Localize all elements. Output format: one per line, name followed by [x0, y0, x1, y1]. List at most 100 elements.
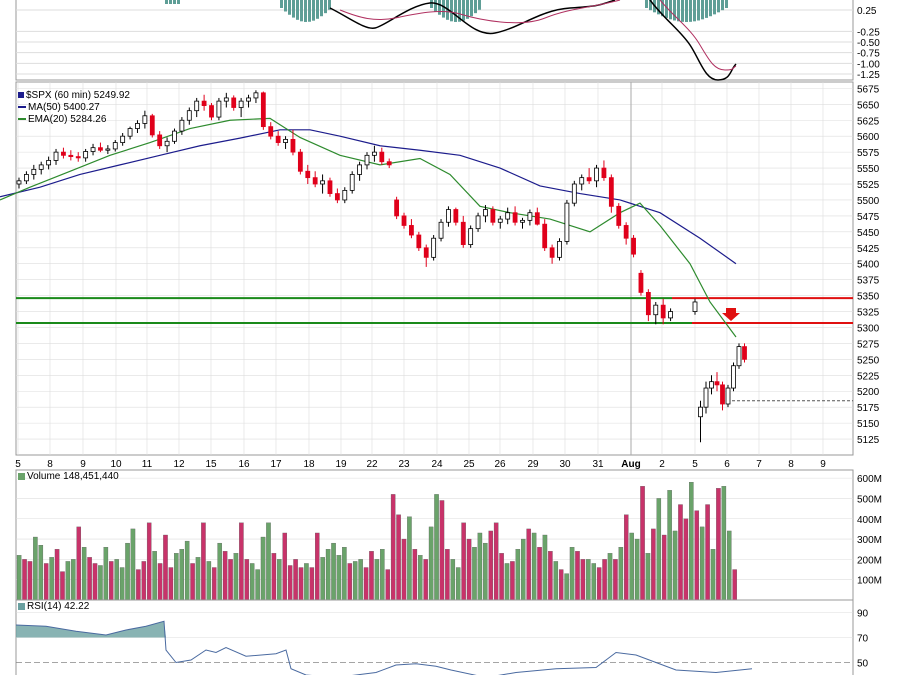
x-tick-label: 24 — [431, 459, 443, 470]
volume-legend: Volume 148,451,440 — [18, 471, 119, 482]
volume-bar — [54, 549, 60, 601]
volume-bar — [331, 542, 336, 601]
volume-bar — [136, 569, 141, 601]
price-tick-label: 5575 — [857, 148, 880, 159]
candle-body — [594, 167, 599, 182]
volume-bar — [558, 569, 564, 601]
candle-body — [275, 135, 281, 143]
candle-body — [460, 221, 466, 245]
candle-body — [290, 138, 296, 153]
price-frame — [15, 81, 854, 456]
candle-body — [364, 154, 370, 166]
volume-bar — [260, 536, 266, 601]
legend-ema20: EMA(20) 5284.26 — [18, 114, 130, 126]
candle-body — [431, 237, 437, 258]
volume-bar — [81, 547, 87, 601]
price-tick-label: 5325 — [857, 308, 880, 319]
volume-bar — [727, 530, 732, 601]
macd-tick-label: 0.25 — [857, 6, 877, 17]
volume-bar — [672, 530, 678, 601]
candle-body — [394, 199, 400, 217]
rsi-line — [15, 620, 753, 675]
candle-body — [186, 110, 192, 121]
candle-body — [127, 128, 133, 137]
volume-tick-label: 100M — [857, 576, 882, 587]
volume-bar — [103, 547, 109, 601]
volume-bar — [206, 561, 212, 601]
volume-bar — [282, 532, 288, 601]
volume-bar — [184, 540, 190, 601]
volume-bar — [222, 551, 228, 601]
volume-bar — [407, 516, 412, 601]
volume-bar — [553, 561, 559, 601]
price-tick-label: 5650 — [857, 100, 880, 111]
macd-tick-label: -0.75 — [857, 49, 880, 60]
macd-hist-bar — [462, 0, 465, 21]
volume-bar — [369, 551, 374, 601]
candle-body — [475, 215, 481, 230]
price-tick-label: 5125 — [857, 435, 880, 446]
volume-bar — [445, 549, 450, 601]
volume-bar — [656, 498, 662, 601]
candle-body — [668, 311, 673, 319]
candle-body — [75, 156, 81, 159]
candle-body — [372, 151, 377, 156]
down-arrow-marker — [722, 308, 740, 322]
candle-body — [703, 387, 709, 408]
volume-bar — [179, 549, 185, 601]
rsi-tick-label: 70 — [857, 634, 869, 645]
candle-body — [16, 180, 22, 185]
macd-hist-bar — [474, 0, 477, 14]
price-legend: $SPX (60 min) 5249.92 MA(50) 5400.27 EMA… — [18, 90, 130, 126]
volume-bar — [87, 557, 92, 601]
volume-bar — [499, 553, 504, 601]
macd-panel: 0.25 -0.25-0.50-0.75-1.00-1.25 — [15, 0, 880, 81]
volume-bar — [661, 534, 667, 601]
candle-body — [253, 92, 259, 99]
x-tick-label: 12 — [173, 459, 185, 470]
macd-signal-line — [339, 0, 621, 24]
candle-body — [61, 151, 66, 156]
price-tick-label: 5350 — [857, 292, 880, 303]
candle-body — [209, 105, 214, 118]
volume-bar — [472, 547, 477, 601]
macd-hist-bar — [725, 0, 728, 8]
candle-body — [164, 140, 170, 147]
candle-body — [401, 215, 407, 226]
macd-hist-bar — [280, 0, 283, 8]
volume-bar — [548, 551, 553, 601]
x-tick-label: 9 — [820, 459, 826, 470]
macd-line-right — [649, 0, 737, 81]
volume-bar — [141, 561, 147, 601]
x-tick-label: 16 — [238, 459, 250, 470]
macd-hist-bar — [665, 0, 668, 18]
volume-bar — [624, 514, 629, 601]
macd-hist-bar — [300, 0, 303, 22]
macd-hist-bar — [689, 0, 692, 22]
volume-bar — [92, 563, 98, 601]
volume-tick-label: 300M — [857, 535, 882, 546]
candle-body — [725, 387, 731, 405]
macd-tick-label: -0.25 — [857, 27, 880, 38]
candle-body — [223, 97, 229, 102]
legend-symbol: $SPX (60 min) 5249.92 — [18, 90, 130, 102]
volume-bar — [418, 555, 423, 601]
volume-tick-label: 600M — [857, 474, 882, 485]
candle-body — [638, 272, 644, 293]
candle-body — [98, 147, 103, 151]
ema20-line — [0, 117, 737, 338]
volume-bar — [114, 559, 119, 601]
macd-hist-bar — [284, 0, 287, 12]
volume-bar — [16, 555, 22, 601]
x-tick-label: 19 — [335, 459, 347, 470]
volume-bar — [613, 559, 618, 601]
macd-hist-bar — [454, 0, 457, 22]
volume-bar — [212, 567, 217, 601]
volume-bar — [477, 532, 483, 601]
macd-hist-bar — [649, 0, 652, 11]
price-tick-label: 5625 — [857, 116, 880, 127]
x-tick-label: 17 — [270, 459, 282, 470]
candle-body — [194, 100, 200, 112]
macd-tick-label: -0.50 — [857, 38, 880, 49]
